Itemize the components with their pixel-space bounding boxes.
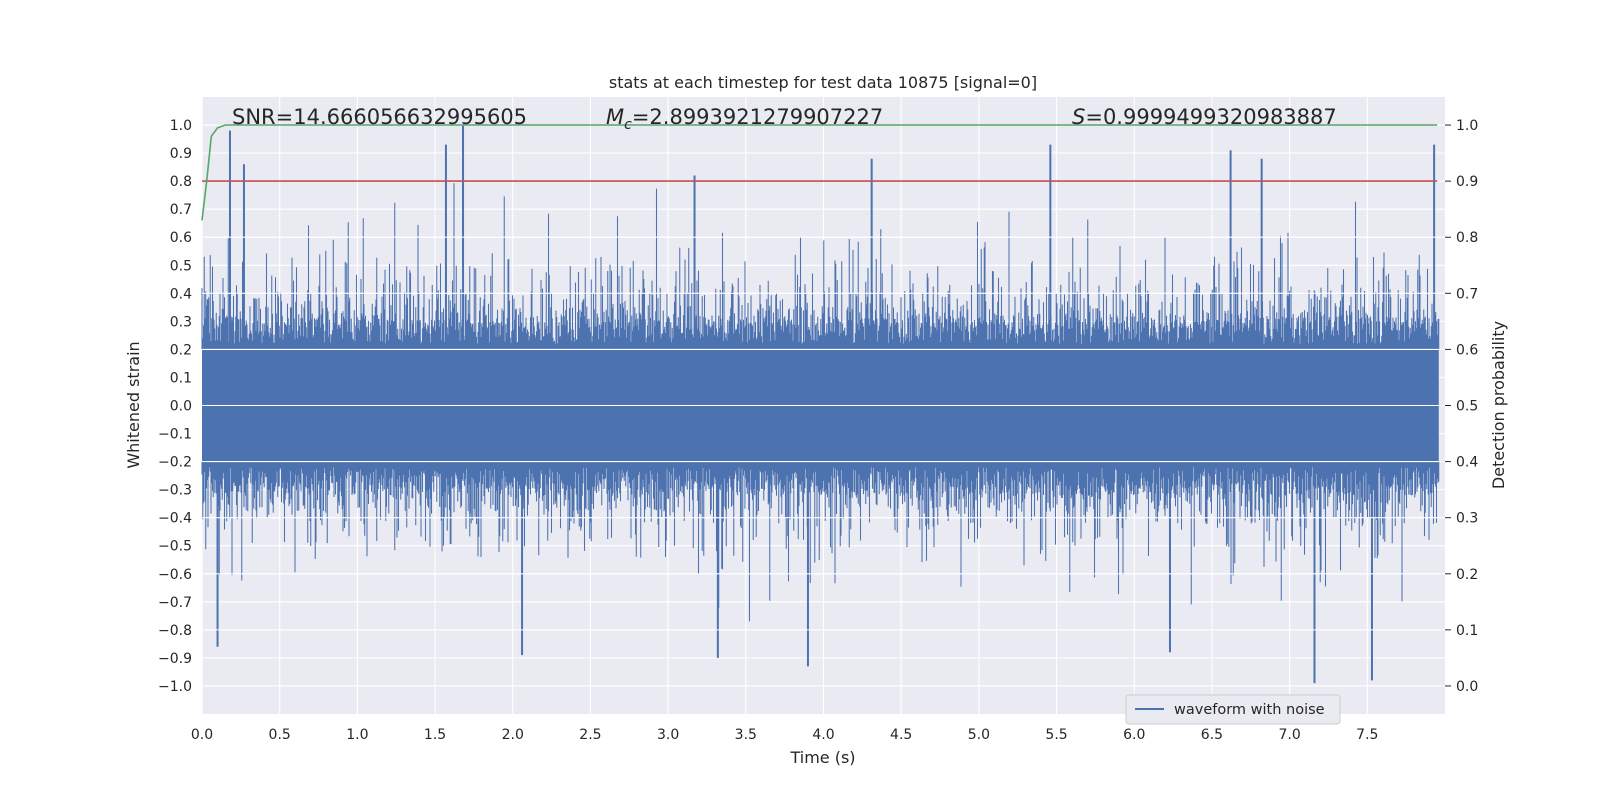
x-tick-label: 6.0 — [1123, 727, 1145, 743]
y-axis-ticks: −1.0 −0.9 −0.8 −0.7 −0.6 −0.5 −0.4 −0.3 −0.2 −0.1… — [158, 118, 192, 695]
y-right-tick-label: 0.6 — [1456, 342, 1478, 358]
legend-label-waveform: waveform with noise — [1174, 702, 1325, 718]
y-tick-label: 0.1 — [170, 370, 192, 386]
y-tick-label: −0.1 — [158, 427, 192, 443]
y-tick-label: 0.5 — [170, 258, 192, 274]
y-tick-label: −0.8 — [158, 623, 192, 639]
legend-box — [1125, 694, 1341, 725]
x-tick-label: 1.5 — [424, 727, 446, 743]
y-tick-label: −0.2 — [158, 455, 192, 471]
y-tick-label: 0.2 — [170, 342, 192, 358]
y-tick-label: 0.4 — [170, 286, 192, 302]
y-tick-label: −0.5 — [158, 539, 192, 555]
x-tick-label: 7.0 — [1278, 727, 1300, 743]
x-tick-label: 3.0 — [657, 727, 679, 743]
y-tick-label: −0.3 — [158, 483, 192, 499]
probability-lines — [201, 124, 1438, 221]
y-right-tick-label: 0.8 — [1456, 230, 1478, 246]
y-right-tick-label: 0.1 — [1456, 623, 1478, 639]
y-right-tick-label: 0.3 — [1456, 511, 1478, 527]
snr-annotation: SNR=14.666056632995605 — [232, 105, 527, 129]
waveform-upper-noise — [201, 183, 1440, 350]
y-tick-label: 0.9 — [170, 146, 192, 162]
detection-probability-line — [201, 124, 1438, 221]
y-tick-label: −0.6 — [158, 567, 192, 583]
x-tick-label: 5.0 — [968, 727, 990, 743]
y-tick-label: 1.0 — [170, 118, 192, 134]
x-tick-label: 5.5 — [1045, 727, 1067, 743]
legend: waveform with noise — [1125, 694, 1341, 725]
y-tick-label: 0.8 — [170, 174, 192, 190]
score-annotation: S=0.9999499320983887 — [1072, 105, 1337, 129]
y-tick-label: 0.6 — [170, 230, 192, 246]
x-axis-label: Time (s) — [789, 748, 855, 767]
y-axis-label: Whitened strain — [124, 341, 143, 468]
y-right-tick-label: 0.2 — [1456, 567, 1478, 583]
y-tick-label: 0.7 — [170, 202, 192, 218]
y-right-tick-label: 0.4 — [1456, 455, 1478, 471]
y-right-tick-label: 0.7 — [1456, 286, 1478, 302]
y-tick-label: −1.0 — [158, 679, 192, 695]
y-tick-label: 0.0 — [170, 399, 192, 415]
x-tick-label: 3.5 — [735, 727, 757, 743]
chart-title: stats at each timestep for test data 108… — [609, 73, 1037, 92]
y-right-tick-label: 0.5 — [1456, 399, 1478, 415]
x-tick-label: 7.5 — [1356, 727, 1378, 743]
x-axis-ticks: 0.0 0.5 1.0 1.5 2.0 2.5 3.0 3.5 4.0 4.5 5.0 5.5 6.0 6… — [191, 727, 1379, 743]
y-tick-label: −0.9 — [158, 651, 192, 667]
x-tick-label: 4.5 — [890, 727, 912, 743]
x-tick-label: 2.0 — [502, 727, 524, 743]
x-tick-label: 6.5 — [1201, 727, 1223, 743]
y-right-axis-label: Detection probability — [1489, 321, 1508, 489]
y-tick-label: −0.7 — [158, 595, 192, 611]
waveform-lower-noise — [201, 461, 1440, 622]
y-right-tick-label: 0.9 — [1456, 174, 1478, 190]
y-right-axis-ticks: 0.0 0.1 0.2 0.3 0.4 0.5 0.6 0.7 0.8 0.9 1.0 — [1445, 118, 1478, 695]
y-tick-label: −0.4 — [158, 511, 192, 527]
x-tick-label: 0.5 — [269, 727, 291, 743]
x-tick-label: 4.0 — [812, 727, 834, 743]
y-right-tick-label: 0.0 — [1456, 679, 1478, 695]
x-tick-label: 2.5 — [579, 727, 601, 743]
x-tick-label: 0.0 — [191, 727, 213, 743]
y-tick-label: 0.3 — [170, 314, 192, 330]
chirp-mass-annotation: Mc=2.8993921279907227 — [606, 105, 883, 133]
y-right-tick-label: 1.0 — [1456, 118, 1478, 134]
x-tick-label: 1.0 — [346, 727, 368, 743]
